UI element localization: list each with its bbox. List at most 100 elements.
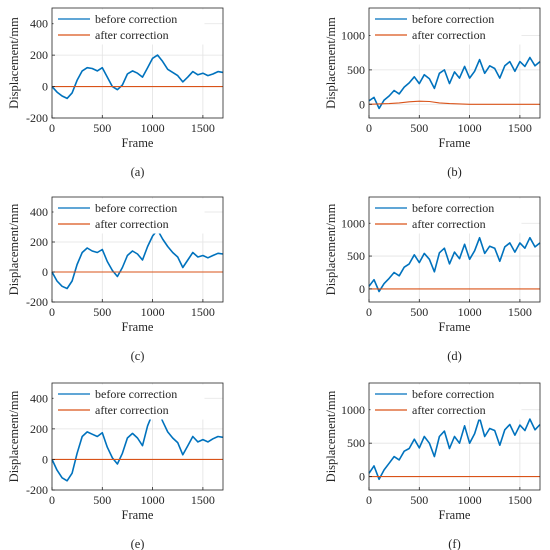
- series-before-correction: [51, 54, 224, 100]
- series-before-correction: [51, 408, 224, 482]
- panel-label: (d): [447, 349, 462, 363]
- axes-frame: [368, 382, 541, 491]
- x-tick-label: 1500: [191, 121, 215, 135]
- x-tick-label: 1000: [458, 305, 482, 319]
- x-tick-label: 1000: [458, 121, 482, 135]
- legend-entry: before correction: [412, 12, 494, 26]
- legend: before correction after correction: [53, 384, 205, 420]
- y-axis-label: Displacement/mm: [7, 17, 21, 109]
- legend-box: [370, 384, 522, 420]
- legend: before correction after correction: [370, 384, 522, 420]
- y-axis-label: Displacement/mm: [7, 203, 21, 295]
- x-tick-label: 1500: [191, 305, 215, 319]
- x-tick-label: 500: [410, 121, 428, 135]
- y-tick-label: 200: [30, 235, 48, 249]
- x-tick-label: 1000: [141, 121, 165, 135]
- y-tick-label: -200: [26, 295, 48, 309]
- legend-entry: before correction: [95, 387, 177, 401]
- y-axis-label: Displacement/mm: [324, 17, 338, 109]
- legend: before correction after correction: [370, 198, 522, 234]
- x-axis-label: Frame: [439, 136, 471, 150]
- y-tick-label: 500: [347, 436, 365, 450]
- series-before-correction: [368, 56, 541, 110]
- legend-entry: after correction: [95, 217, 169, 231]
- series-before-correction: [368, 416, 541, 481]
- x-axis-label: Frame: [439, 508, 471, 522]
- y-tick-label: -200: [26, 111, 48, 125]
- legend: before correction after correction: [53, 198, 205, 234]
- y-axis-label: Displacement/mm: [324, 390, 338, 482]
- x-tick-label: 0: [49, 305, 55, 319]
- y-tick-label: 1000: [341, 29, 365, 43]
- y-tick-label: 400: [30, 205, 48, 219]
- legend-entry: before correction: [412, 387, 494, 401]
- axes-frame: [51, 7, 224, 119]
- axes-frame: [51, 196, 224, 303]
- legend-entry: after correction: [412, 217, 486, 231]
- x-tick-label: 0: [49, 121, 55, 135]
- y-tick-label: 1000: [341, 216, 365, 230]
- y-tick-label: -200: [26, 483, 48, 497]
- legend-entry: before correction: [95, 12, 177, 26]
- axes-frame: [368, 7, 541, 119]
- y-tick-label: 1000: [341, 403, 365, 417]
- legend-box: [53, 384, 205, 420]
- x-tick-label: 1500: [191, 493, 215, 507]
- y-tick-label: 0: [42, 80, 48, 94]
- x-tick-label: 500: [93, 493, 111, 507]
- axes-frame: [51, 382, 224, 491]
- x-tick-label: 1500: [508, 305, 532, 319]
- x-axis-label: Frame: [439, 320, 471, 334]
- panel-label: (f): [448, 537, 461, 550]
- x-tick-label: 0: [366, 121, 372, 135]
- y-tick-label: 500: [347, 63, 365, 77]
- legend-entry: before correction: [412, 201, 494, 215]
- x-tick-label: 1000: [141, 305, 165, 319]
- chart-panel: 0 500 1000 1500-2000200400FrameDisplacement…: [7, 7, 224, 179]
- chart-panel: 0 500 1000 150005001000FrameDisplacement/mm…: [324, 196, 541, 363]
- y-tick-label: 0: [359, 470, 365, 484]
- chart-panel: 0 500 1000 1500-2000200400FrameDisplacement…: [7, 196, 224, 363]
- x-tick-label: 1500: [508, 493, 532, 507]
- series-before-correction: [51, 229, 224, 290]
- y-tick-label: 0: [359, 282, 365, 296]
- y-axis-label: Displacement/mm: [324, 203, 338, 295]
- x-tick-label: 1000: [141, 493, 165, 507]
- y-tick-label: 0: [359, 97, 365, 111]
- legend-box: [53, 198, 205, 234]
- legend-entry: after correction: [412, 403, 486, 417]
- legend-box: [370, 9, 522, 45]
- chart-panel: 0 500 1000 1500-2000200400FrameDisplacement…: [7, 382, 224, 550]
- x-tick-label: 1500: [508, 121, 532, 135]
- legend-entry: after correction: [95, 28, 169, 42]
- y-tick-label: 0: [42, 452, 48, 466]
- x-tick-label: 0: [366, 493, 372, 507]
- legend-box: [53, 9, 205, 45]
- x-tick-label: 500: [93, 305, 111, 319]
- series-after-correction: [368, 100, 540, 105]
- x-tick-label: 500: [410, 305, 428, 319]
- legend-entry: after correction: [95, 403, 169, 417]
- legend-entry: before correction: [95, 201, 177, 215]
- y-tick-label: 200: [30, 48, 48, 62]
- axes-frame: [368, 196, 541, 303]
- legend: before correction after correction: [370, 9, 522, 45]
- y-tick-label: 500: [347, 249, 365, 263]
- x-axis-label: Frame: [122, 136, 154, 150]
- x-axis-label: Frame: [122, 320, 154, 334]
- y-axis-label: Displacement/mm: [7, 390, 21, 482]
- series-before-correction: [368, 236, 541, 293]
- legend: before correction after correction: [53, 9, 205, 45]
- legend-entry: after correction: [412, 28, 486, 42]
- x-tick-label: 500: [93, 121, 111, 135]
- panel-label: (e): [131, 537, 145, 550]
- x-tick-label: 0: [366, 305, 372, 319]
- y-tick-label: 400: [30, 391, 48, 405]
- panel-label: (c): [131, 349, 145, 363]
- y-tick-label: 200: [30, 422, 48, 436]
- x-axis-label: Frame: [122, 508, 154, 522]
- chart-panel: 0 500 1000 150005001000FrameDisplacement/mm…: [324, 382, 541, 550]
- legend-box: [370, 198, 522, 234]
- panel-label: (a): [131, 165, 145, 179]
